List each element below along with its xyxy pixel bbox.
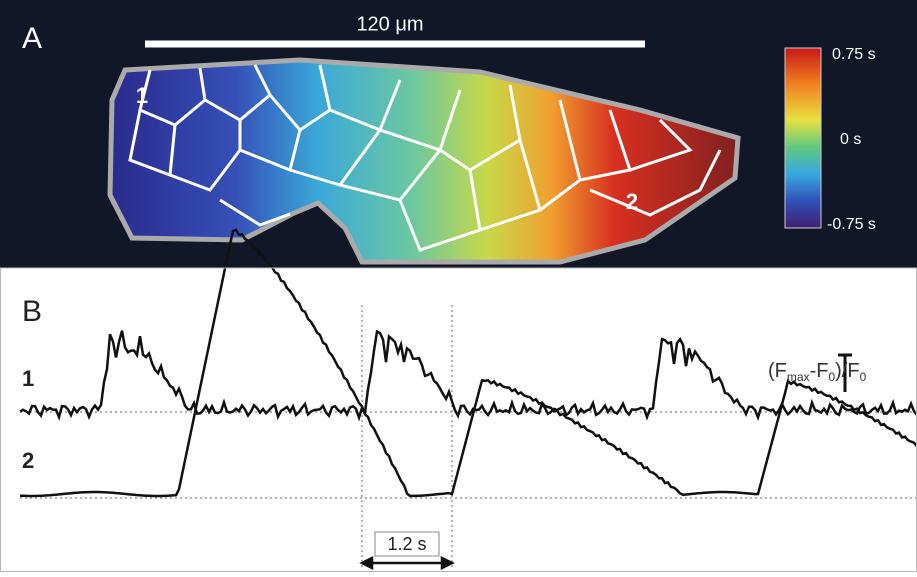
time-label-box xyxy=(374,531,440,557)
cell-map xyxy=(107,57,741,265)
scale-bar-label: 120 μm xyxy=(356,13,423,35)
label-part: -F xyxy=(810,360,829,382)
reference-lines xyxy=(20,305,917,568)
amplitude-label: (Fmax-F0)/F0 xyxy=(768,360,867,384)
label-part: (F xyxy=(768,360,787,382)
time-bar xyxy=(359,555,455,571)
trace xyxy=(19,228,917,498)
label-part: max xyxy=(787,370,810,384)
panel-label: A xyxy=(22,22,42,55)
trace-label: 1 xyxy=(22,366,34,391)
panel-label: B xyxy=(22,295,42,328)
amplitude-bar xyxy=(838,353,852,392)
colorbar-tick-label: 0 s xyxy=(840,131,861,148)
time-bar-label: 1.2 s xyxy=(387,534,426,554)
cell-outlines xyxy=(128,64,722,252)
region-label: 1 xyxy=(136,83,148,108)
region-label: 2 xyxy=(626,189,638,214)
colorbar xyxy=(784,47,822,229)
trace-label: 2 xyxy=(22,448,34,473)
colorbar-tick-label: 0.75 s xyxy=(832,46,876,63)
label-part: 0 xyxy=(828,370,835,384)
label-part: 0 xyxy=(860,370,867,384)
trace xyxy=(19,329,917,422)
colorbar-tick-label: -0.75 s xyxy=(827,216,876,233)
label-part: )/F xyxy=(835,360,859,382)
